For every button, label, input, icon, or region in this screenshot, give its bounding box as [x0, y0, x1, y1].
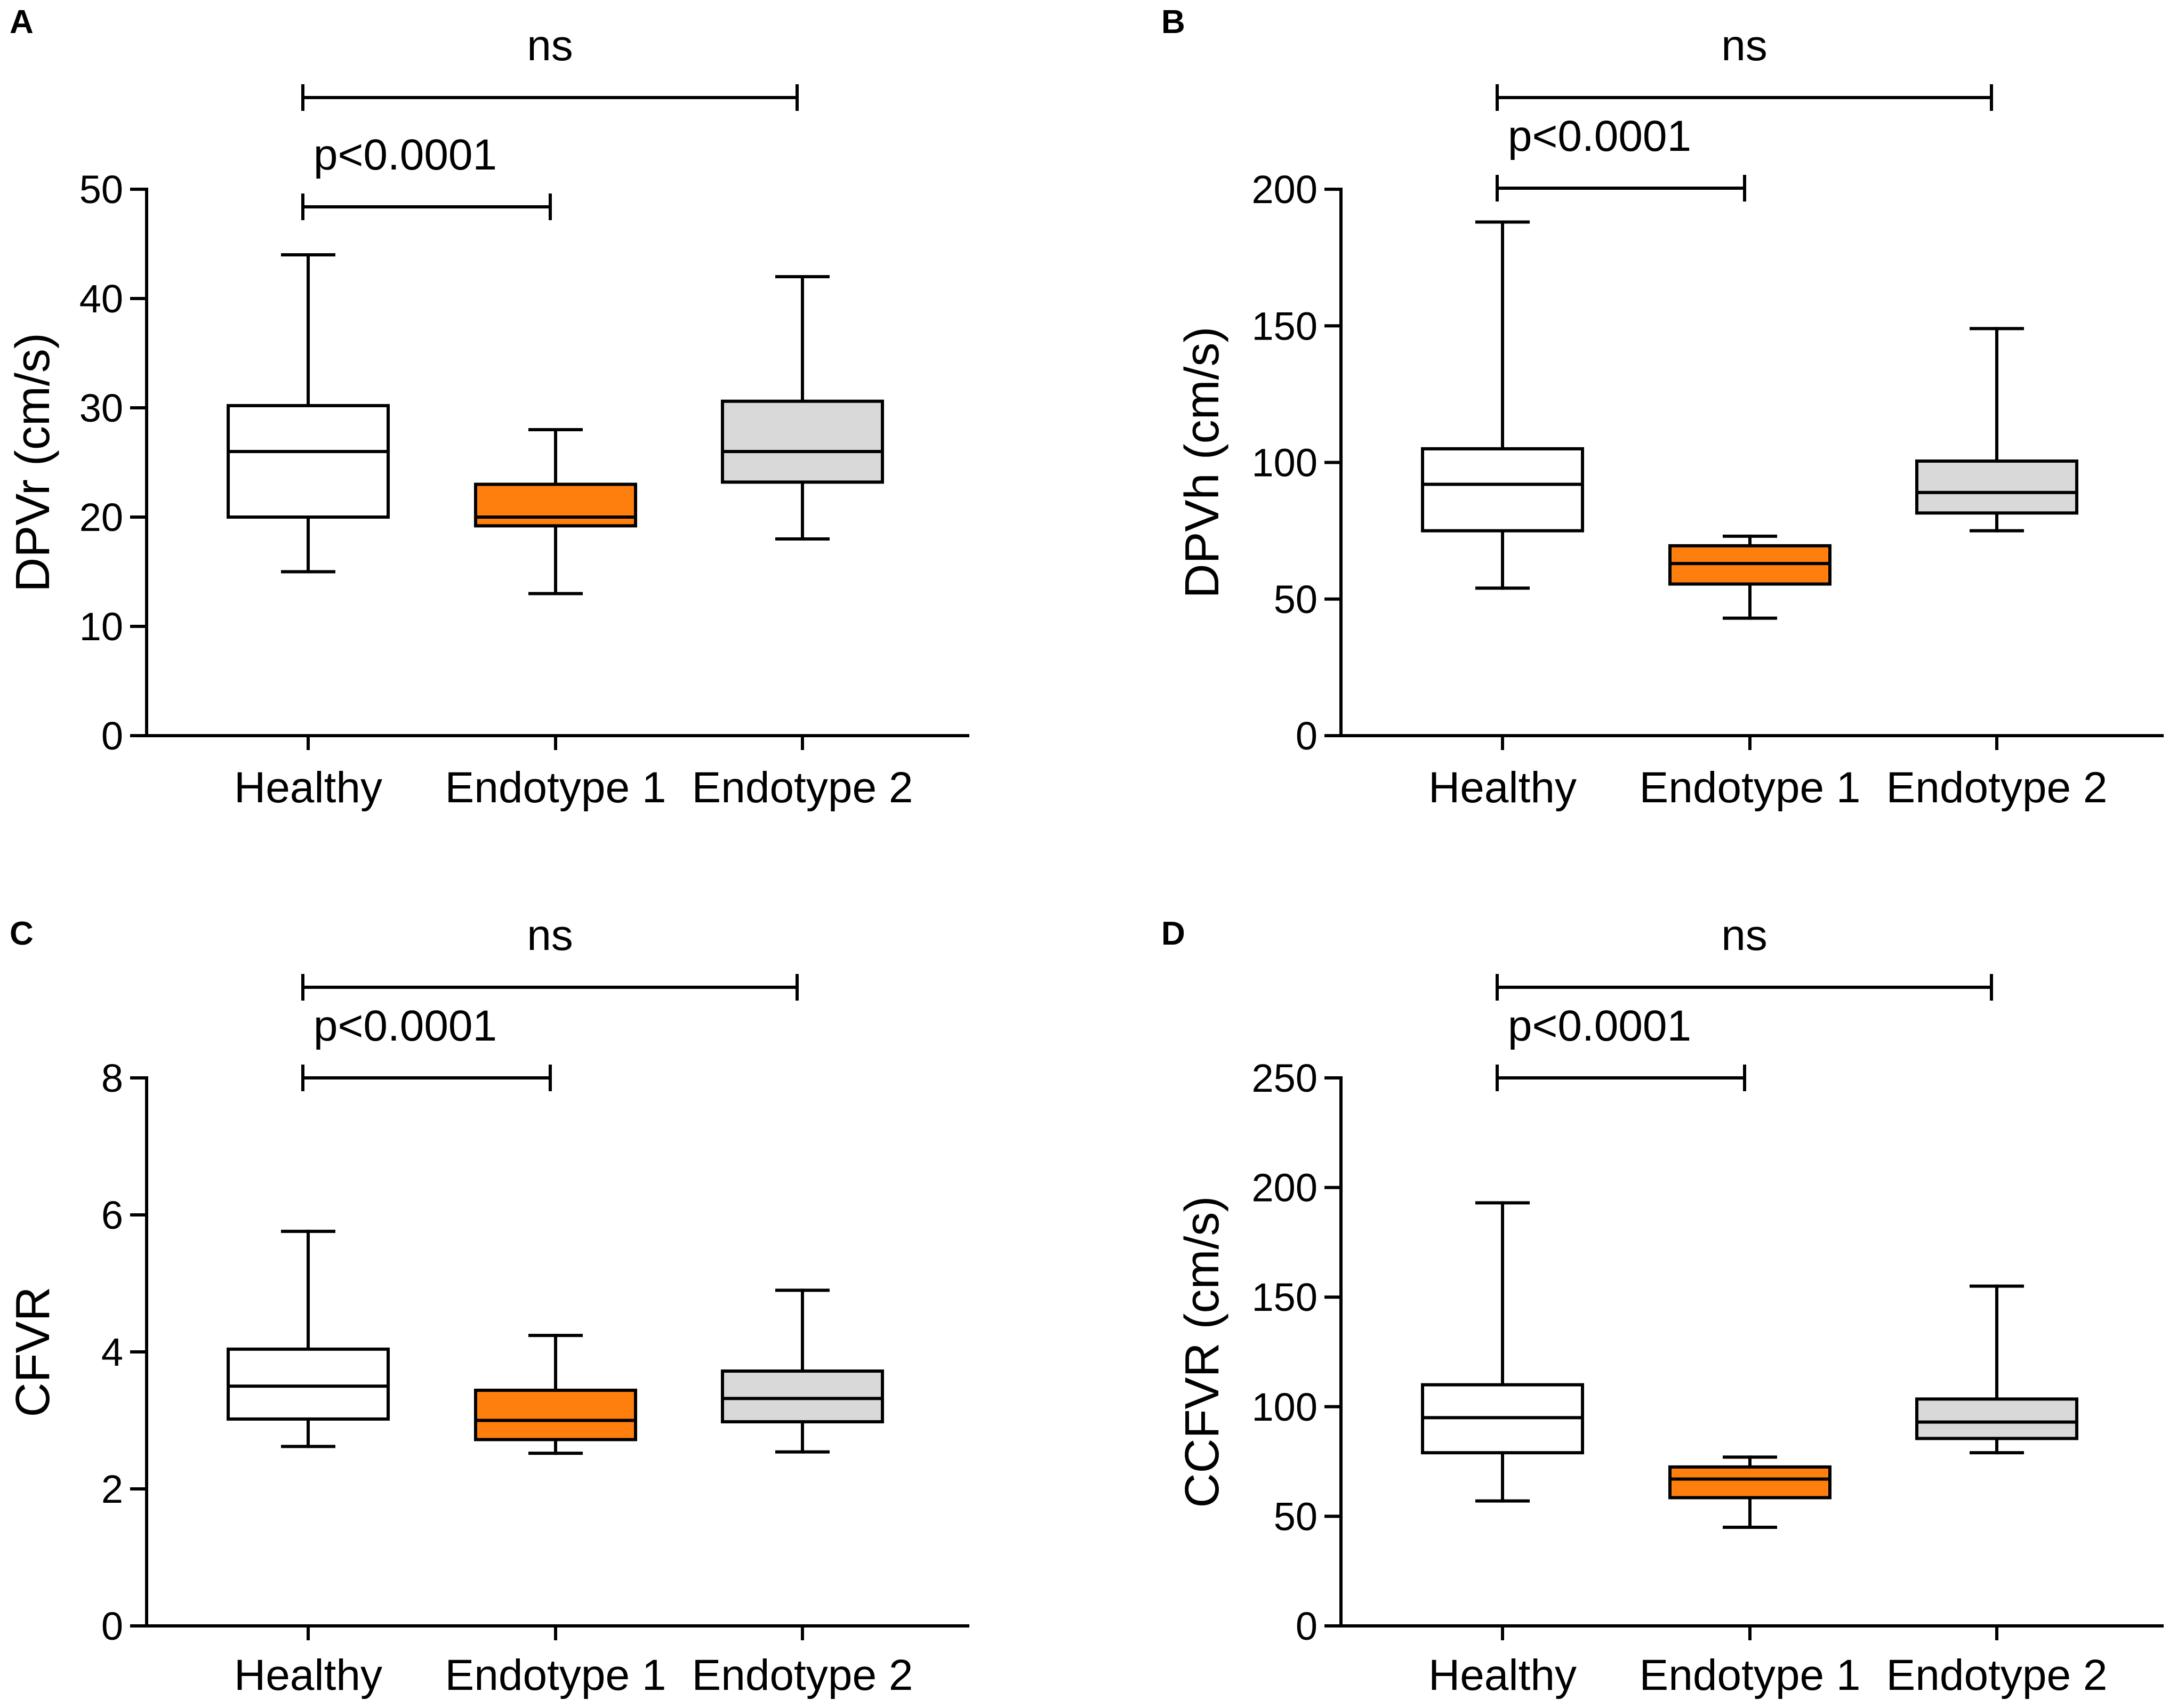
- x-tick-label: Endotype 1: [445, 1651, 666, 1699]
- significance-label: p<0.0001: [314, 131, 497, 179]
- panel-letter: B: [1161, 4, 1185, 41]
- box-endotype-2: [1915, 327, 2078, 533]
- y-axis-title: DPVh (cm/s): [1176, 326, 1229, 598]
- panel-b: B 0 50 100 150 200 Healthy Endotype 1 Endotype 2…: [1161, 4, 2164, 812]
- y-tick-label: 0: [1296, 1604, 1318, 1648]
- y-tick-label: 40: [79, 277, 123, 321]
- x-tick-label: Healthy: [234, 1651, 382, 1699]
- box-iqr: [227, 1347, 390, 1421]
- box-iqr: [474, 482, 637, 528]
- box-endotype-1: [474, 1334, 637, 1455]
- box-healthy: [227, 1229, 390, 1448]
- box-healthy: [1421, 220, 1584, 590]
- box-endotype-1: [474, 428, 637, 595]
- y-tick-label: 0: [101, 714, 123, 758]
- panel-a: A 0 10 20 30 40 50 Healthy Endotype 1 Endotype 2 D…: [6, 4, 969, 812]
- significance-label: p<0.0001: [314, 1002, 497, 1050]
- significance-label: ns: [527, 21, 573, 70]
- box-healthy: [1421, 1201, 1584, 1503]
- x-tick-label: Endotype 1: [1640, 763, 1861, 812]
- bracket-pvalue: p<0.0001: [301, 1002, 552, 1091]
- y-tick-label: 200: [1252, 1166, 1318, 1210]
- y-axis-title: CFVR: [6, 1287, 60, 1417]
- y-tick-label: 200: [1252, 167, 1318, 212]
- x-tick-label: Endotype 2: [1886, 763, 2108, 812]
- y-tick-label: 30: [79, 386, 123, 430]
- y-tick-label: 100: [1252, 1385, 1318, 1429]
- x-tick-label: Healthy: [1428, 1651, 1577, 1699]
- box-iqr: [1915, 459, 2078, 515]
- box-endotype-1: [1668, 534, 1831, 620]
- bracket-ns: ns: [301, 911, 799, 1001]
- y-tick-label: 50: [1274, 577, 1318, 622]
- y-tick-label: 8: [101, 1056, 123, 1100]
- significance-label: p<0.0001: [1508, 112, 1691, 160]
- panel-d: D 0 50 100 150 200 250 Healthy Endotype 1 Endotyp…: [1161, 911, 2164, 1699]
- box-iqr: [721, 1369, 884, 1424]
- box-endotype-2: [1915, 1284, 2078, 1455]
- box-iqr: [1421, 447, 1584, 533]
- significance-label: p<0.0001: [1508, 1002, 1691, 1050]
- y-tick-label: 100: [1252, 441, 1318, 485]
- y-tick-label: 20: [79, 495, 123, 539]
- bracket-pvalue: p<0.0001: [301, 131, 552, 220]
- panel-letter: A: [10, 4, 34, 41]
- panel-c: C 0 2 4 6 8 Healthy Endotype 1 Endotype 2 CFVR nsp…: [6, 911, 969, 1699]
- y-tick-label: 6: [101, 1193, 123, 1237]
- y-tick-label: 50: [79, 167, 123, 212]
- bracket-pvalue: p<0.0001: [1496, 112, 1746, 202]
- y-tick-label: 2: [101, 1467, 123, 1511]
- y-tick-label: 10: [79, 605, 123, 649]
- significance-label: ns: [1721, 21, 1768, 70]
- x-tick-label: Endotype 1: [445, 763, 666, 812]
- y-tick-label: 50: [1274, 1494, 1318, 1538]
- x-tick-label: Endotype 1: [1640, 1651, 1861, 1699]
- box-endotype-2: [721, 1288, 884, 1454]
- box-iqr: [721, 399, 884, 484]
- x-tick-label: Endotype 2: [1886, 1651, 2108, 1699]
- box-iqr: [227, 404, 390, 519]
- bracket-ns: ns: [1496, 911, 1993, 1001]
- y-tick-label: 150: [1252, 1275, 1318, 1319]
- y-tick-label: 250: [1252, 1056, 1318, 1100]
- bracket-ns: ns: [301, 21, 799, 111]
- bracket-pvalue: p<0.0001: [1496, 1002, 1746, 1091]
- box-iqr: [1668, 1465, 1831, 1500]
- panel-letter: C: [10, 915, 34, 952]
- y-tick-label: 4: [101, 1330, 123, 1374]
- x-tick-label: Healthy: [234, 763, 382, 812]
- y-axis-title: CCFVR (cm/s): [1176, 1196, 1229, 1508]
- x-tick-label: Healthy: [1428, 763, 1577, 812]
- x-tick-label: Endotype 2: [692, 1651, 913, 1699]
- y-tick-label: 150: [1252, 304, 1318, 348]
- y-tick-label: 0: [1296, 714, 1318, 758]
- y-tick-label: 0: [101, 1604, 123, 1648]
- x-tick-label: Endotype 2: [692, 763, 913, 812]
- bracket-ns: ns: [1496, 21, 1993, 111]
- box-healthy: [227, 253, 390, 574]
- significance-label: ns: [527, 911, 573, 960]
- box-endotype-1: [1668, 1455, 1831, 1529]
- box-endotype-2: [721, 275, 884, 541]
- panel-letter: D: [1161, 915, 1185, 952]
- significance-label: ns: [1721, 911, 1768, 960]
- y-axis-title: DPVr (cm/s): [6, 333, 60, 592]
- box-iqr: [1915, 1397, 2078, 1440]
- box-iqr: [474, 1388, 637, 1441]
